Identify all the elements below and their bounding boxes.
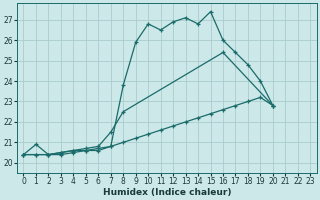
X-axis label: Humidex (Indice chaleur): Humidex (Indice chaleur) [103, 188, 231, 197]
